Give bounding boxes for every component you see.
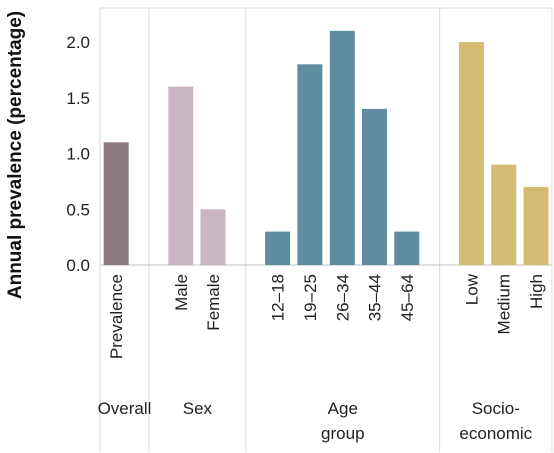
y-tick-label: 1.0 [66, 145, 90, 164]
x-tick-label: 35–44 [366, 274, 385, 321]
x-tick-label: 19–25 [301, 274, 320, 321]
x-tick-label: Prevalence [107, 274, 126, 359]
group-label: Overall [98, 399, 152, 418]
y-tick-label: 2.0 [66, 33, 90, 52]
y-tick-label: 1.5 [66, 89, 90, 108]
x-tick-label: Male [172, 274, 191, 311]
chart-grid [99, 7, 553, 452]
x-tick-label: 12–18 [269, 274, 288, 321]
bar [265, 231, 291, 265]
bar [103, 142, 129, 265]
y-axis: 0.0 0.5 1.0 1.5 2.0 [66, 33, 90, 275]
y-tick-label: 0.5 [66, 200, 90, 219]
group-label: Sex [183, 399, 213, 418]
group-labels: Overall Sex Age group Socio-economic [98, 399, 533, 443]
group-label: Age group [321, 399, 364, 443]
bar [523, 186, 549, 265]
bar [394, 231, 420, 265]
bar [168, 86, 194, 265]
group-label: Socio-economic [459, 399, 532, 443]
bar [458, 42, 484, 265]
x-tick-label: Low [462, 273, 481, 305]
x-tick-labels: Prevalence Male Female 12–18 19–25 26–34 35–44… [107, 273, 546, 359]
x-tick-label: 45–64 [398, 274, 417, 321]
bar [200, 209, 226, 266]
bar [297, 64, 323, 265]
y-axis-label: Annual prevalence (percentage) [5, 11, 26, 299]
bar [491, 164, 517, 265]
x-tick-label: High [527, 274, 546, 309]
x-tick-label: Female [204, 274, 223, 331]
bar [329, 30, 355, 265]
bar [362, 108, 387, 266]
x-tick-label: 26–34 [333, 274, 352, 321]
y-tick-label: 0.0 [66, 256, 90, 275]
chart-bars [103, 30, 549, 266]
x-tick-label: Medium [495, 274, 514, 334]
